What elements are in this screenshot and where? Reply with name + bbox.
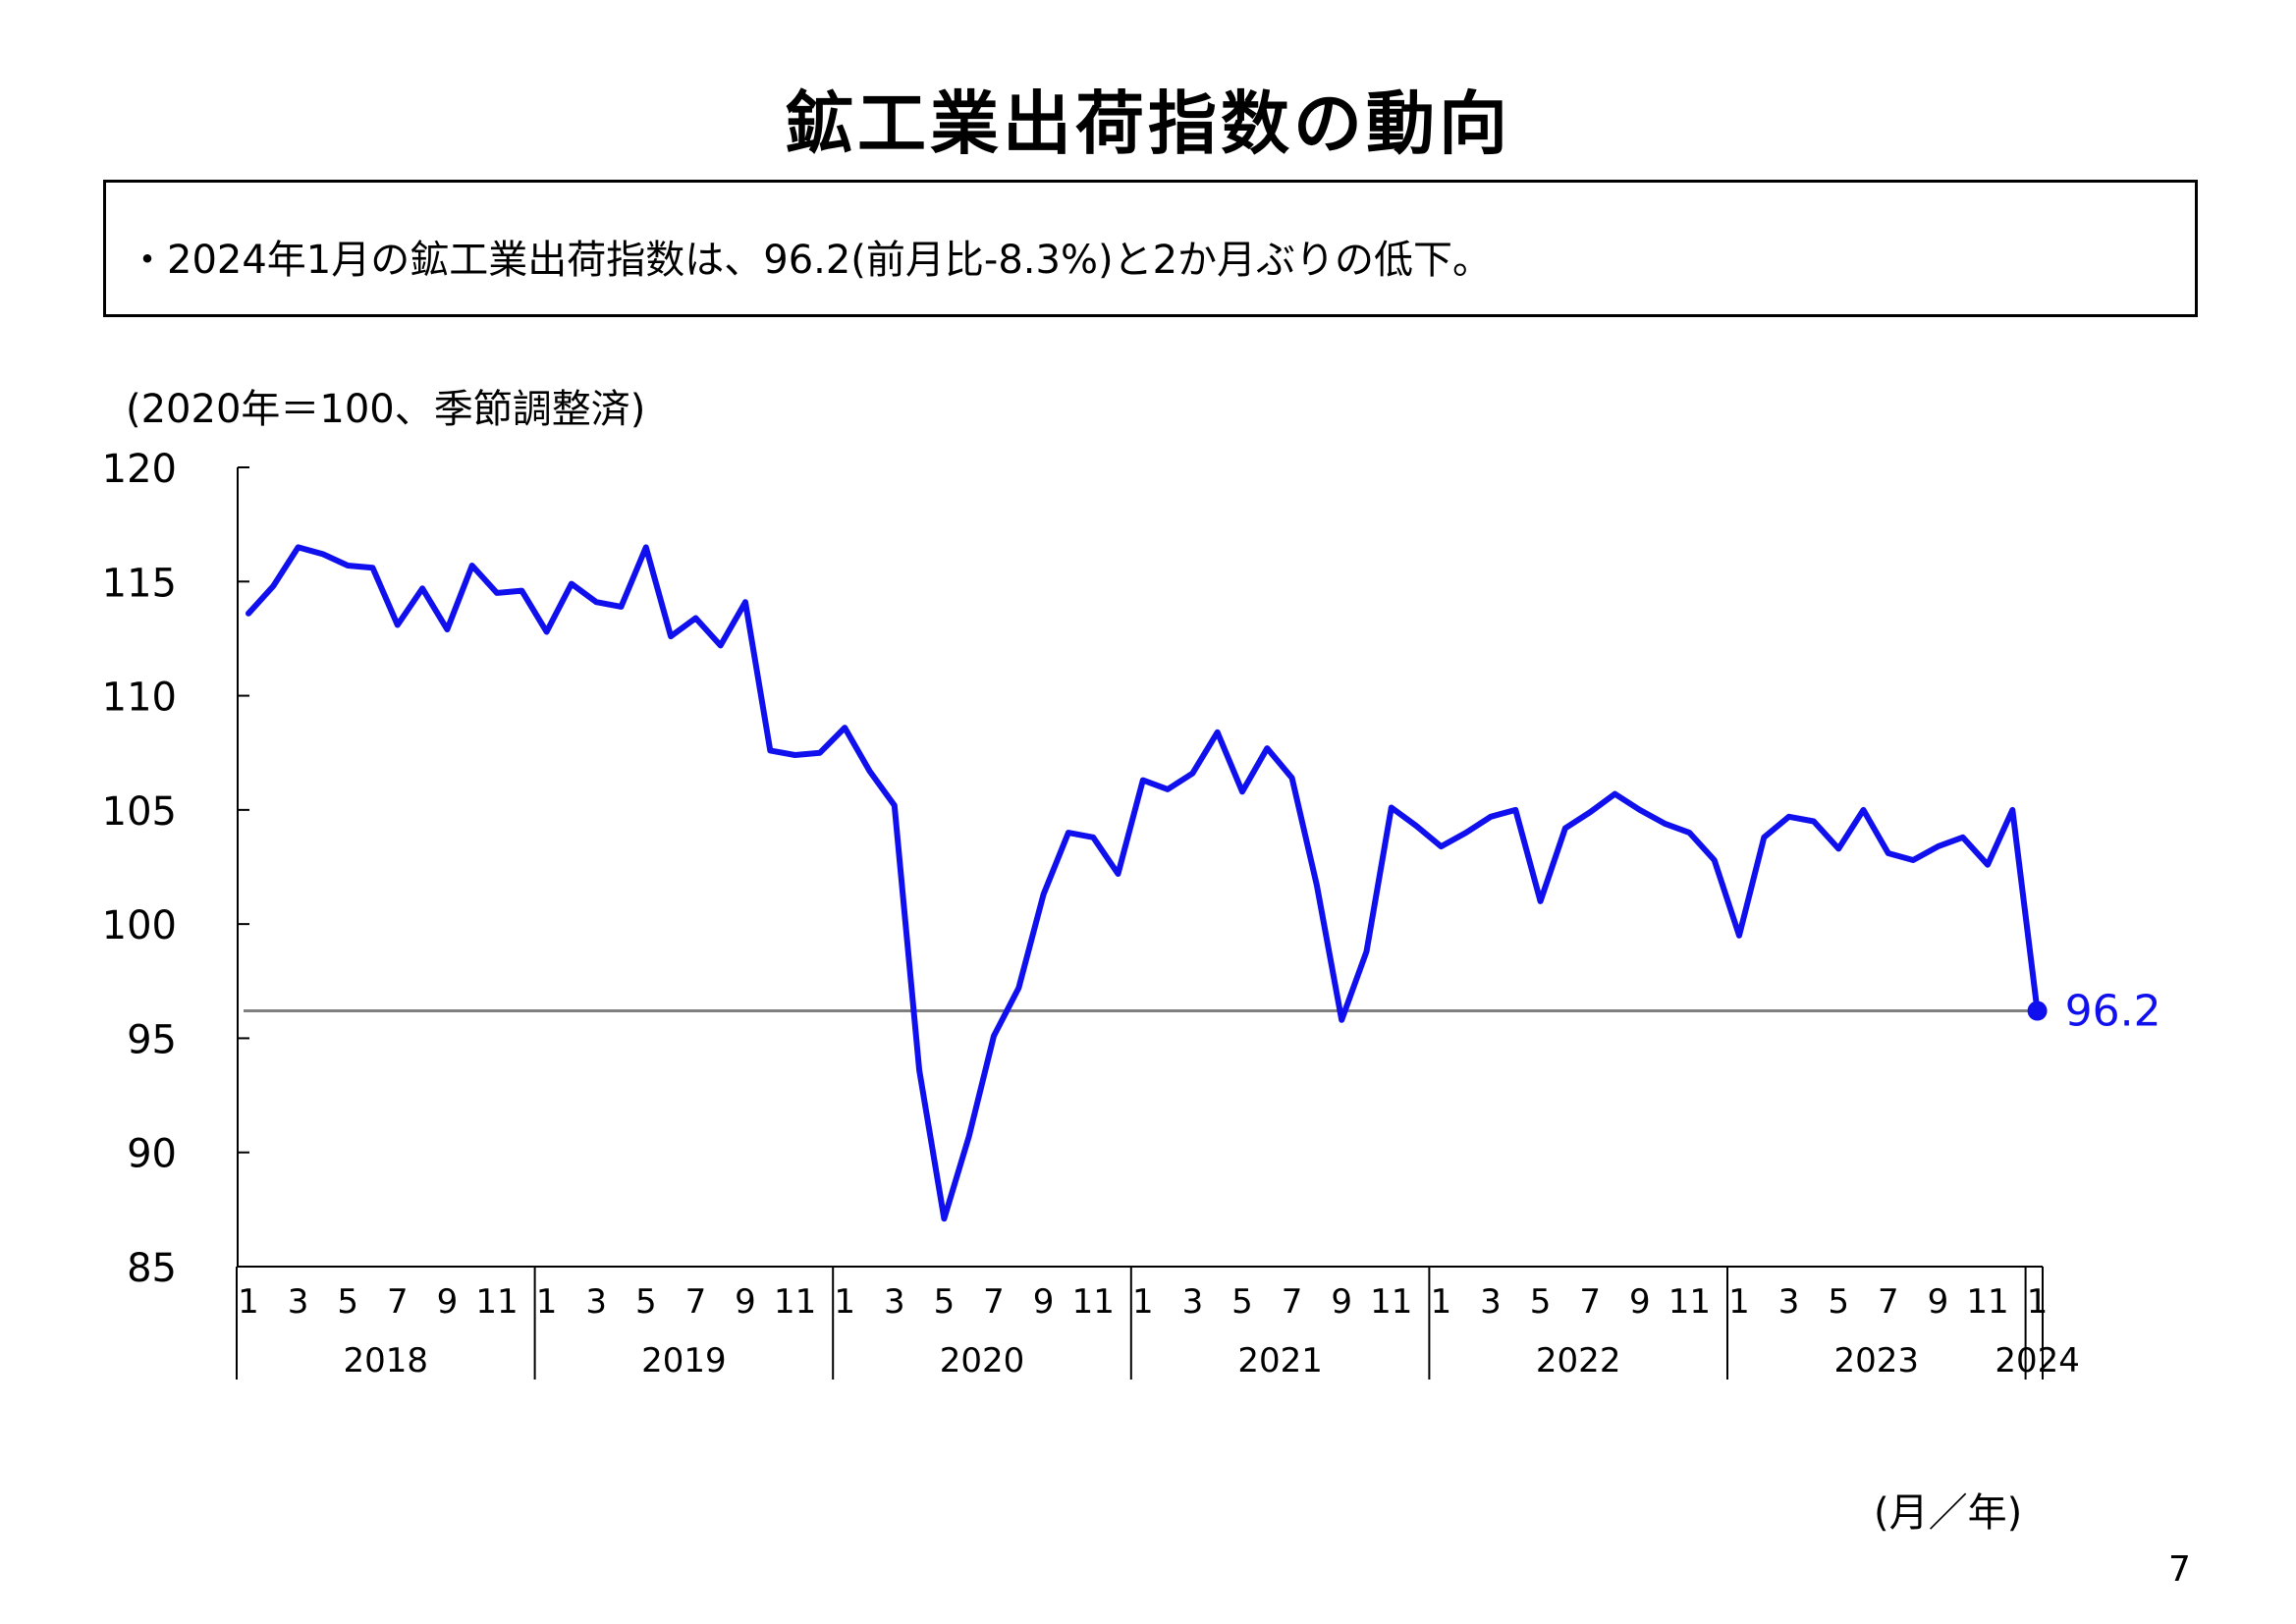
y-axis: 85 90 95 100 105 110 115 120 <box>102 447 249 1291</box>
month-label: 7 <box>685 1282 707 1322</box>
y-unit-note: (2020年＝100、季節調整済) <box>126 387 646 432</box>
month-label: 11 <box>1072 1282 1115 1322</box>
x-unit-label: (月／年) <box>1874 1490 2023 1536</box>
year-label: 2024 <box>1995 1341 2080 1380</box>
month-label: 3 <box>884 1282 905 1322</box>
page-title: 鉱工業出荷指数の動向 <box>785 83 1511 164</box>
month-label: 3 <box>1480 1282 1502 1322</box>
month-label: 3 <box>1182 1282 1204 1322</box>
month-label: 5 <box>635 1282 657 1322</box>
month-label: 7 <box>1282 1282 1303 1322</box>
month-label: 5 <box>1530 1282 1552 1322</box>
month-label: 11 <box>1370 1282 1412 1322</box>
series-layer: 96.2 <box>246 544 2161 1222</box>
last-point-label: 96.2 <box>2065 987 2161 1037</box>
month-label: 5 <box>1231 1282 1253 1322</box>
month-label: 1 <box>536 1282 558 1322</box>
y-tick-label: 90 <box>127 1132 177 1177</box>
y-tick-label: 115 <box>102 561 177 606</box>
month-label: 9 <box>1331 1282 1352 1322</box>
month-label: 9 <box>437 1282 459 1322</box>
month-label: 7 <box>1579 1282 1601 1322</box>
y-tick-label: 105 <box>102 789 177 835</box>
year-label: 2022 <box>1536 1341 1621 1380</box>
month-label: 7 <box>983 1282 1005 1322</box>
year-label: 2020 <box>940 1341 1025 1380</box>
month-label: 9 <box>1629 1282 1651 1322</box>
series-line <box>246 544 2041 1222</box>
month-label: 1 <box>238 1282 259 1322</box>
month-label: 5 <box>934 1282 956 1322</box>
y-tick-label: 100 <box>102 903 177 948</box>
month-label: 9 <box>1928 1282 1949 1322</box>
y-tick-label: 120 <box>102 447 177 492</box>
year-label: 2019 <box>641 1341 727 1380</box>
month-label: 1 <box>1728 1282 1750 1322</box>
page-number: 7 <box>2168 1549 2191 1590</box>
y-tick-label: 95 <box>127 1017 177 1062</box>
summary-text: ・2024年1月の鉱工業出荷指数は、96.2(前月比-8.3%)と2か月ぶりの低… <box>128 238 1493 283</box>
month-label: 5 <box>337 1282 358 1322</box>
month-label: 3 <box>585 1282 607 1322</box>
month-label: 11 <box>1966 1282 2008 1322</box>
month-label: 3 <box>1778 1282 1800 1322</box>
month-label: 1 <box>1132 1282 1154 1322</box>
month-label: 9 <box>1033 1282 1055 1322</box>
month-label: 7 <box>1878 1282 1899 1322</box>
month-label: 9 <box>735 1282 756 1322</box>
month-label: 11 <box>475 1282 518 1322</box>
month-label: 11 <box>774 1282 816 1322</box>
month-label: 7 <box>387 1282 409 1322</box>
y-tick-label: 110 <box>102 676 177 721</box>
y-tick-label: 85 <box>127 1246 177 1291</box>
summary-box: ・2024年1月の鉱工業出荷指数は、96.2(前月比-8.3%)と2か月ぶりの低… <box>103 180 2198 317</box>
last-point-marker <box>2027 1001 2048 1021</box>
year-label: 2021 <box>1237 1341 1323 1380</box>
month-label: 3 <box>288 1282 309 1322</box>
month-label: 1 <box>1431 1282 1452 1322</box>
year-label: 2018 <box>344 1341 429 1380</box>
month-label: 11 <box>1668 1282 1711 1322</box>
year-label: 2023 <box>1834 1341 1920 1380</box>
month-label: 1 <box>2027 1282 2049 1322</box>
month-label: 5 <box>1828 1282 1849 1322</box>
month-label: 1 <box>834 1282 855 1322</box>
